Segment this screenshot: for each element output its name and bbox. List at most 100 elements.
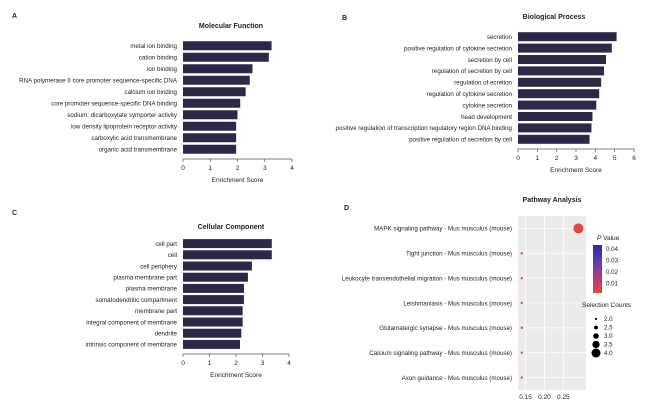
- data-point: [573, 223, 584, 234]
- category-label: metal ion binding: [130, 43, 177, 50]
- bar: [518, 32, 617, 42]
- data-point: [520, 326, 523, 330]
- bar: [518, 43, 612, 53]
- x-tick-label: 0.20: [538, 394, 551, 401]
- chart-pathway-analysis: Pathway Analysis 0.15 0.20 0.25 MAPK signali…: [342, 197, 586, 401]
- panel-labels: A B C D: [12, 13, 349, 217]
- data-point: [520, 376, 523, 379]
- bar: [183, 133, 237, 143]
- size-legend-label: 3.5: [604, 342, 613, 349]
- bar: [183, 144, 237, 154]
- x-tick-label: 3: [263, 165, 267, 172]
- bar: [183, 52, 269, 62]
- data-point: [520, 276, 523, 280]
- x-tick-label: 2: [236, 165, 240, 172]
- panel-label-d: D: [344, 205, 349, 212]
- x-tick-label: 5: [613, 155, 617, 162]
- bar: [183, 87, 246, 97]
- pathway-label: MAPK signaling pathway - Mus musculus (m…: [374, 226, 512, 233]
- bar: [183, 339, 240, 349]
- x-tick-label: 0: [516, 155, 520, 162]
- x-tick-label: 4: [290, 165, 294, 172]
- x-tick-label: 2: [234, 360, 238, 367]
- chart-title: Molecular Function: [199, 23, 263, 30]
- category-label: calcium ion binding: [124, 89, 177, 96]
- bar: [183, 261, 252, 271]
- bar: [518, 66, 605, 76]
- color-legend-tick: 0.04: [606, 246, 619, 253]
- data-point: [520, 301, 523, 305]
- color-legend-title: P Value: [597, 235, 620, 242]
- bar: [183, 283, 244, 293]
- category-label: intrinsic component of membrane: [86, 342, 178, 349]
- bar: [183, 272, 248, 282]
- x-tick-label: 2: [555, 155, 559, 162]
- category-label: regulation of ecretion: [454, 80, 512, 87]
- chart-molecular-function: Molecular Function metal ion binding catio…: [19, 23, 294, 184]
- chart-title: Biological Process: [523, 14, 586, 21]
- category-label: dendrite: [155, 331, 178, 338]
- category-label: regulation of secretion by cell: [432, 68, 512, 75]
- x-axis-label: Enrichment Score: [210, 372, 262, 379]
- panel-label-a: A: [12, 13, 17, 20]
- size-legend-label: 3.0: [604, 333, 613, 340]
- size-legend-dot: [592, 340, 600, 349]
- pathway-label: Leishmaniasis - Mus musculus (mouse): [403, 300, 512, 307]
- bar: [183, 317, 243, 327]
- size-legend-title: Selection Counts: [582, 302, 632, 309]
- x-tick-label: 3: [574, 155, 578, 162]
- category-label: somatodendritic compartment: [95, 297, 177, 304]
- bar: [518, 77, 602, 87]
- bar: [183, 306, 243, 316]
- category-label: positive regulation of cytokine secretio…: [404, 45, 513, 52]
- x-tick-label: 0.25: [557, 394, 570, 401]
- x-tick-label: 0.15: [519, 394, 532, 401]
- category-label: secretion: [487, 34, 513, 41]
- chart-title: Pathway Analysis: [523, 197, 582, 204]
- pathway-label: Calcium signaling pathway - Mus musculus…: [369, 350, 512, 357]
- category-label: integral component of membrane: [86, 319, 177, 326]
- color-legend-bar: [593, 245, 602, 293]
- size-legend-label: 2.0: [604, 316, 613, 323]
- bar: [518, 100, 597, 110]
- category-label: plasma membrane part: [113, 275, 177, 282]
- pathway-label: Leukocyte transendothelial migration - M…: [342, 275, 512, 282]
- data-point: [520, 252, 523, 255]
- x-axis-label: Enrichment Score: [550, 167, 602, 174]
- category-label: positive regulation of secretion by cell: [409, 137, 512, 144]
- chart-biological-process: Biological Process secretion positive regu…: [336, 14, 637, 174]
- color-legend-tick: 0.03: [606, 258, 619, 265]
- category-label: low density lipoprotein receptor activit…: [71, 124, 178, 131]
- category-label: cytokine secretion: [462, 102, 512, 109]
- category-label: regulation of cytokine secretion: [427, 91, 513, 98]
- x-tick-label: 3: [261, 360, 265, 367]
- bar: [183, 64, 253, 74]
- x-tick-label: 4: [594, 155, 598, 162]
- chart-cellular-component: Cellular Component cell part cell cell peri…: [86, 224, 292, 379]
- x-tick-label: 6: [632, 155, 636, 162]
- pathway-label: Glutamatergic synapse - Mus musculus (mo…: [379, 325, 512, 332]
- size-legend-dot: [593, 333, 599, 339]
- color-legend: P Value 0.04 0.03 0.02 0.01: [593, 235, 620, 293]
- data-point: [520, 351, 523, 354]
- pathway-label: Axon guidance - Mus musculus (mouse): [402, 375, 512, 382]
- size-legend-dot: [594, 317, 598, 321]
- bar: [183, 250, 272, 260]
- x-tick-label: 1: [208, 360, 212, 367]
- x-tick-label: 0: [181, 360, 185, 367]
- category-label: secretion by cell: [468, 57, 512, 64]
- color-legend-tick: 0.01: [606, 281, 619, 288]
- bar: [183, 121, 237, 131]
- bar: [183, 75, 250, 85]
- category-label: core promoter sequence-specific DNA bind…: [51, 101, 177, 108]
- bar: [183, 239, 272, 249]
- panel-label-c: C: [12, 210, 17, 217]
- category-label: positive regulation of transcription reg…: [336, 125, 513, 132]
- chart-title: Cellular Component: [198, 224, 265, 231]
- x-axis-label: Enrichment Score: [212, 177, 264, 184]
- category-label: membrane part: [135, 308, 177, 315]
- category-label: head development: [461, 114, 512, 121]
- category-label: RNA polymerase II core promoter sequence…: [19, 78, 178, 85]
- category-label: cation binding: [139, 55, 178, 62]
